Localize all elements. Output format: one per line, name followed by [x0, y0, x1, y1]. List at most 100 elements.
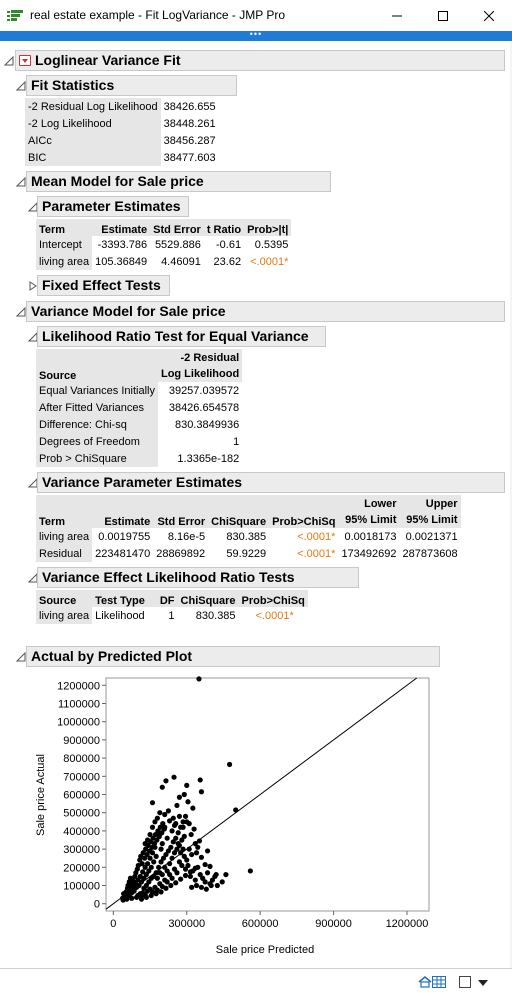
column-header[interactable]: Prob>ChiSq: [241, 595, 305, 607]
dropdown-icon[interactable]: [478, 980, 488, 986]
disclosure-open-icon[interactable]: [16, 81, 26, 91]
section-header-variance-effect-tests: Variance Effect Likelihood Ratio Tests: [37, 567, 359, 588]
maximize-icon: [438, 10, 448, 21]
toolbar-collapse-bar[interactable]: [0, 31, 512, 41]
data-point: [157, 824, 163, 830]
chisquare-cell: 59.9229: [226, 547, 267, 560]
upper-limit-cell: 287873608: [402, 547, 458, 560]
column-header[interactable]: Source: [39, 370, 77, 382]
data-point: [138, 896, 145, 902]
scrollbar[interactable]: [510, 41, 512, 968]
column-header[interactable]: Estimate: [101, 224, 148, 236]
lrt-value-cell: 1.3365e-182: [177, 452, 240, 465]
data-point: [143, 882, 149, 889]
disclosure-open-icon[interactable]: [4, 56, 14, 66]
fit-stat-label: BIC: [25, 149, 161, 166]
data-point: [193, 850, 200, 856]
column-header[interactable]: Source: [39, 595, 77, 607]
data-point: [148, 892, 154, 899]
y-tick-label: 200000: [63, 862, 100, 874]
column-header[interactable]: Upper 95% Limit: [400, 495, 461, 528]
column-header[interactable]: DF: [159, 595, 175, 607]
data-point: [149, 844, 155, 850]
std-error-cell: 4.46091: [161, 255, 201, 268]
fit-stat-value: 38448.261: [163, 117, 216, 130]
data-point: [182, 813, 189, 819]
column-header[interactable]: Std Error: [157, 516, 206, 528]
disclosure-open-icon[interactable]: [16, 307, 26, 317]
lrt-source-cell: After Fitted Variances: [36, 399, 158, 416]
red-triangle-menu[interactable]: [19, 55, 31, 66]
data-point: [190, 805, 196, 811]
column-header[interactable]: Estimate: [104, 516, 151, 528]
y-tick-label: 1000000: [57, 717, 100, 729]
term-cell: Intercept: [36, 236, 93, 253]
reference-line-y-equals-x: [105, 677, 418, 910]
disclosure-open-icon[interactable]: [16, 652, 26, 662]
actual-by-predicted-plot[interactable]: 0 100000 200000 300000 400000 500000 600000 700…: [0, 668, 512, 968]
lrt-source-cell: Prob > ChiSquare: [36, 450, 158, 467]
table-row: living area 105.36849 4.46091 23.62 <.00…: [36, 253, 291, 270]
variance-parameter-table: Term Estimate Std Error ChiSquare Prob>C…: [36, 495, 461, 562]
disclosure-closed-icon[interactable]: [28, 281, 38, 291]
close-button[interactable]: [466, 0, 512, 31]
x-tick-label: 600000: [242, 918, 279, 930]
data-point: [187, 873, 194, 880]
data-point: [156, 833, 162, 839]
data-point: [148, 864, 154, 870]
column-header[interactable]: ChiSquare: [180, 595, 236, 607]
section-header-fixed-effect-tests[interactable]: Fixed Effect Tests: [37, 275, 170, 296]
window-titlebar: real estate example - Fit LogVariance - …: [0, 0, 512, 31]
grid-icon[interactable]: [432, 976, 446, 988]
data-point: [175, 830, 181, 836]
term-cell: Residual: [36, 545, 93, 562]
column-header[interactable]: Prob>ChiSq: [272, 516, 336, 528]
disclosure-open-icon[interactable]: [16, 177, 26, 187]
chisquare-cell: 830.385: [226, 530, 267, 543]
data-point: [176, 794, 183, 800]
data-point: [140, 869, 146, 875]
data-point: [233, 807, 239, 813]
data-point: [247, 868, 253, 874]
checkbox-icon[interactable]: [459, 976, 471, 988]
minimize-button[interactable]: [374, 0, 420, 31]
likelihood-ratio-table: Source -2 Residual Log Likelihood Equal V…: [36, 349, 243, 467]
fit-stat-value: 38456.287: [163, 134, 216, 147]
home-icon[interactable]: [418, 976, 432, 988]
column-header-line-1: Lower: [364, 498, 397, 510]
data-point: [196, 838, 203, 844]
toolbar-dots[interactable]: •••: [249, 29, 263, 39]
data-point: [170, 839, 176, 845]
column-header[interactable]: Std Error: [153, 224, 201, 236]
column-header[interactable]: ChiSquare: [211, 516, 267, 528]
data-point: [146, 868, 152, 874]
data-point: [163, 851, 169, 858]
data-point: [133, 894, 140, 900]
column-header[interactable]: Prob>|t|: [247, 224, 289, 236]
column-header[interactable]: Term: [39, 224, 66, 236]
data-point: [164, 879, 170, 885]
p-value-cell: <.0001*: [297, 547, 336, 560]
column-header[interactable]: t Ratio: [206, 224, 242, 236]
data-point: [147, 831, 153, 838]
data-point: [160, 855, 167, 861]
data-point: [142, 855, 148, 861]
section-header-variance-parameter-estimates: Variance Parameter Estimates: [37, 472, 505, 493]
data-point: [175, 841, 181, 847]
maximize-button[interactable]: [420, 0, 466, 31]
data-point: [180, 846, 186, 852]
fit-stat-label: -2 Residual Log Likelihood: [25, 98, 161, 115]
column-header[interactable]: Term: [39, 516, 66, 528]
y-tick-label: 300000: [63, 844, 100, 856]
df-cell: 1: [168, 609, 175, 622]
section-header-parameter-estimates: Parameter Estimates: [37, 196, 189, 217]
column-header[interactable]: Test Type: [95, 595, 145, 607]
data-point: [154, 815, 160, 821]
column-header[interactable]: -2 Residual Log Likelihood: [158, 349, 242, 382]
data-point: [137, 873, 143, 880]
data-point: [155, 828, 161, 834]
data-point: [146, 879, 152, 885]
data-point: [174, 870, 180, 876]
column-header[interactable]: Lower 95% Limit: [338, 495, 399, 528]
column-header-line-2: 95% Limit: [345, 514, 397, 526]
